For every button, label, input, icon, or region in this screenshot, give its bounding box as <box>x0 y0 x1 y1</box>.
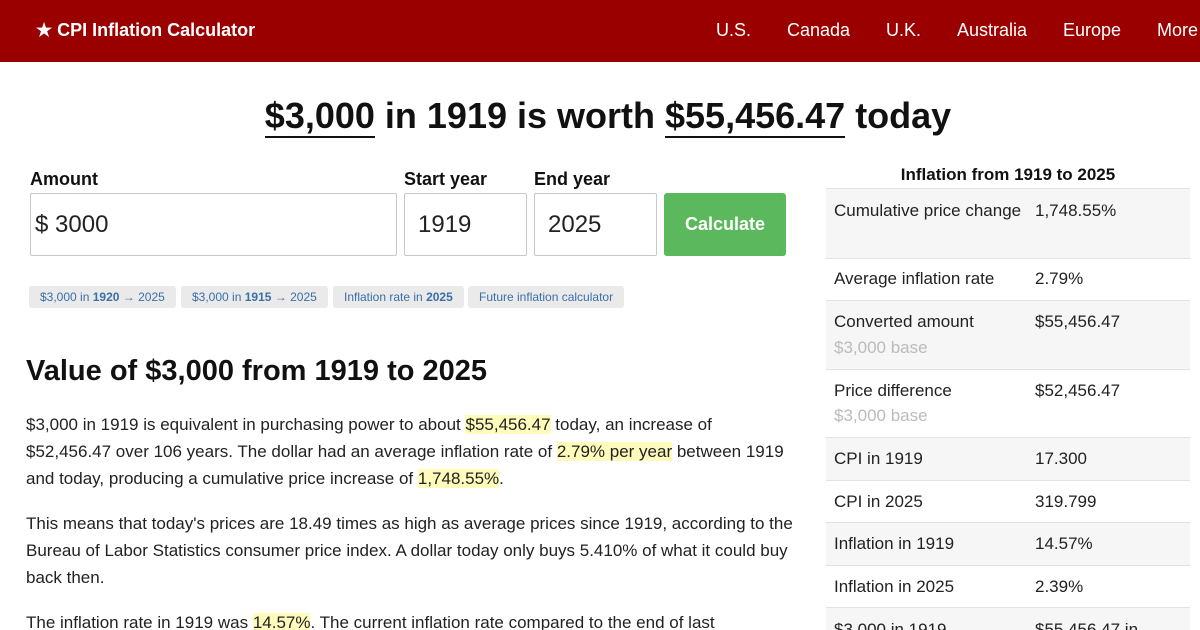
start-year-input[interactable]: 1919 <box>404 193 527 256</box>
amount-input[interactable]: $ 3000 <box>30 193 397 256</box>
row-label: Inflation in 1919 <box>834 534 955 553</box>
article-heading: Value of $3,000 from 1919 to 2025 <box>26 355 488 387</box>
article-paragraph-1: $3,000 in 1919 is equivalent in purchasi… <box>26 411 796 492</box>
text-span: The inflation rate in 1919 was <box>26 613 253 630</box>
end-year-label: End year <box>534 169 611 189</box>
row-value: 319.799 <box>1035 492 1097 511</box>
chip-text: → 2025 <box>119 290 165 304</box>
article-paragraph-2: This means that today's prices are 18.49… <box>26 514 793 587</box>
site-header: ★ CPI Inflation Calculator U.S. Canada U… <box>0 0 1200 62</box>
headline-mid: in 1919 is worth <box>374 95 665 136</box>
row-label: Inflation in 2025 <box>834 577 955 596</box>
nav-link-europe[interactable]: Europe <box>1063 20 1122 40</box>
text-span: $3,000 in 1919 is equivalent in purchasi… <box>26 415 466 434</box>
quick-link-1920[interactable]: $3,000 in 1920 → 2025 <box>29 286 176 308</box>
chip-text: $3,000 in <box>40 290 93 304</box>
table-row: Converted amount $3,000 base $55,456.47 <box>826 300 1190 369</box>
table-row: Inflation in 1919 14.57% <box>826 522 1190 565</box>
table-row: Inflation in 2025 2.39% <box>826 565 1190 607</box>
quick-link-1915[interactable]: $3,000 in 1915 → 2025 <box>181 286 328 308</box>
chip-text: → 2025 <box>271 290 317 304</box>
table-row: CPI in 1919 17.300 <box>826 437 1190 480</box>
sidebar-title: Inflation from 1919 to 2025 <box>900 165 1116 184</box>
row-value: 17.300 <box>1035 449 1087 468</box>
calculate-button[interactable]: Calculate <box>664 193 786 256</box>
nav-link-canada[interactable]: Canada <box>787 20 851 40</box>
headline-tail: today <box>845 95 952 136</box>
row-value: 1,748.55% <box>1035 201 1117 220</box>
chip-year: 2025 <box>426 290 453 304</box>
quick-link-future-calculator[interactable]: Future inflation calculator <box>468 286 625 308</box>
row-sublabel: $3,000 base <box>834 406 928 425</box>
row-value: $55,456.47 in <box>1035 620 1139 630</box>
amount-value: 3000 <box>55 211 109 238</box>
row-label: Price difference <box>834 381 952 400</box>
row-value: 2.79% <box>1035 269 1084 288</box>
row-label: Cumulative price change <box>834 201 1022 220</box>
highlight-value: 1,748.55% <box>417 469 500 488</box>
table-row: CPI in 2025 319.799 <box>826 480 1190 522</box>
row-label: CPI in 2025 <box>834 492 923 511</box>
chip-text: $3,000 in <box>192 290 245 304</box>
highlight-value: 2.79% per year <box>556 442 673 461</box>
row-sublabel: $3,000 base <box>834 338 928 357</box>
headline-worth: $55,456.47 <box>665 95 846 138</box>
text-span: . <box>499 469 504 488</box>
text-span: today, an increase of $52,456.47 over 10… <box>26 415 712 461</box>
table-row: Cumulative price change 1,748.55% <box>826 188 1190 258</box>
nav-link-australia[interactable]: Australia <box>957 20 1028 40</box>
headline-amount: $3,000 <box>264 95 375 138</box>
row-label: $3,000 in 1919 <box>834 620 947 630</box>
end-year-input[interactable]: 2025 <box>534 193 657 256</box>
nav-link-us[interactable]: U.S. <box>716 20 752 40</box>
currency-symbol: $ <box>35 211 49 238</box>
site-logo-link[interactable]: ★ CPI Inflation Calculator <box>36 20 256 40</box>
highlight-value: $55,456.47 <box>465 415 551 434</box>
start-year-label: Start year <box>404 169 488 189</box>
row-value: $55,456.47 <box>1035 312 1121 331</box>
row-label: Average inflation rate <box>834 269 995 288</box>
article-paragraph-3: The inflation rate in 1919 was 14.57%. T… <box>26 609 796 630</box>
chip-year: 1920 <box>92 290 120 304</box>
row-value: 14.57% <box>1035 534 1093 553</box>
quick-link-inflation-rate[interactable]: Inflation rate in 2025 <box>333 286 464 308</box>
highlight-value: 14.57% <box>252 613 311 630</box>
chip-text: Inflation rate in <box>344 290 427 304</box>
text-span: between 1919 and today, producing a cumu… <box>26 442 784 488</box>
chip-year: 1915 <box>244 290 272 304</box>
table-row: $3,000 in 1919 $55,456.47 in <box>826 607 1190 630</box>
table-row: Price difference $3,000 base $52,456.47 <box>826 369 1190 437</box>
text-span: . The current inflation rate compared to… <box>310 613 715 630</box>
amount-label: Amount <box>30 169 98 189</box>
table-row: Average inflation rate 2.79% <box>826 258 1190 300</box>
chip-text: Future inflation calculator <box>479 290 614 304</box>
nav-link-more[interactable]: More <box>1157 20 1199 40</box>
row-value: 2.39% <box>1035 577 1084 596</box>
row-label: CPI in 1919 <box>834 449 923 468</box>
row-label: Converted amount <box>834 312 974 331</box>
nav-link-uk[interactable]: U.K. <box>886 20 922 40</box>
row-value: $52,456.47 <box>1035 381 1121 400</box>
page-title: $3,000 in 1919 is worth $55,456.47 today <box>0 95 1200 138</box>
